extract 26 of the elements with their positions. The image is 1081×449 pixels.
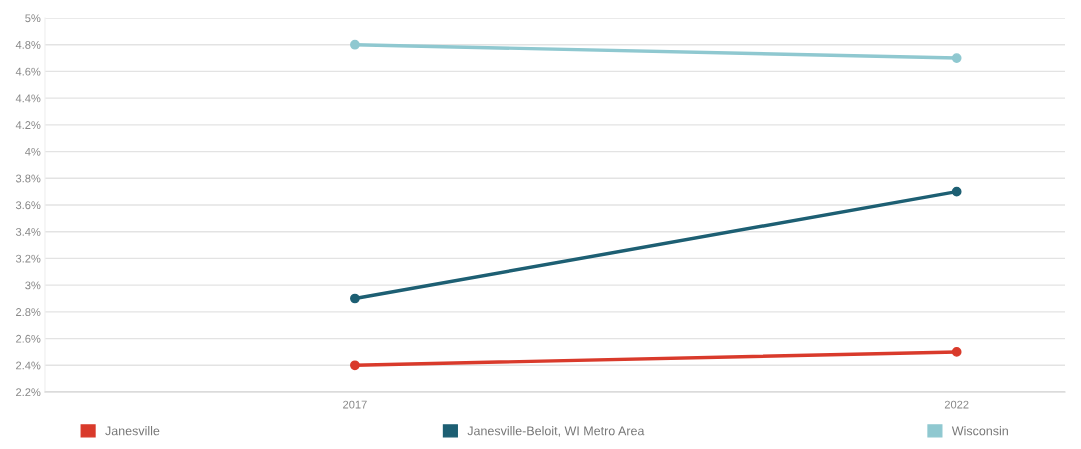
y-tick-label: 3% — [25, 281, 41, 290]
point — [951, 186, 962, 197]
y-tick-label: 2.4% — [16, 361, 41, 370]
x-tick-label: 2017 — [343, 400, 367, 409]
y-tick-label: 3.8% — [15, 174, 41, 183]
point — [951, 53, 962, 63]
point — [350, 360, 360, 371]
y-tick-label: 4.8% — [15, 40, 41, 49]
legend-label: Janesville — [105, 426, 160, 436]
y-tick-label: 4% — [25, 147, 41, 156]
y-tick-label: 2.8% — [16, 308, 41, 316]
point — [350, 293, 360, 304]
legend-label: Wisconsin — [951, 426, 1008, 436]
x-tick-label: 2022 — [944, 400, 969, 409]
legend-label: Janesville-Beloit, WI Metro Area — [467, 426, 645, 437]
y-tick-label: 2.2% — [16, 388, 41, 397]
y-tick-label: 4.4% — [15, 94, 41, 103]
y-tick-label: 3.4% — [15, 227, 41, 236]
y-tick-label: 4.6% — [15, 67, 41, 76]
y-tick-label: 5% — [25, 14, 41, 23]
point — [350, 39, 360, 50]
y-tick-label: 3.2% — [15, 254, 41, 263]
y-tick-label: 3.6% — [15, 201, 41, 210]
y-tick-label: 4.2% — [15, 121, 41, 129]
point — [951, 347, 962, 357]
y-tick-label: 2.6% — [16, 334, 41, 343]
